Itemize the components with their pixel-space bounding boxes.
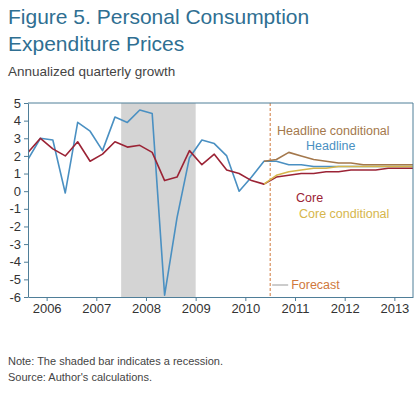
x-tick-label: 2013 — [380, 301, 409, 316]
y-tick-mark — [24, 297, 28, 298]
y-axis: -6 -5 -4 -3 -2 -1 0 1 2 3 4 5 — [9, 96, 28, 305]
y-tick: -2 — [9, 219, 28, 234]
y-tick-label: 5 — [14, 96, 21, 111]
y-tick-mark — [24, 156, 28, 157]
x-tick-label: 2010 — [231, 301, 260, 316]
y-tick: -1 — [9, 201, 28, 216]
x-tick: 2012 — [331, 297, 360, 316]
y-axis-line — [28, 104, 29, 298]
x-axis: 2006 2007 2008 2009 2010 2011 2012 2013 — [29, 297, 414, 316]
y-tick: -6 — [9, 290, 28, 305]
frame — [413, 103, 414, 297]
y-tick-label: 3 — [14, 131, 21, 146]
y-tick-mark — [24, 244, 28, 245]
y-tick: 3 — [14, 131, 28, 146]
y-tick: -4 — [9, 254, 28, 269]
series-label: Headline — [306, 139, 355, 153]
x-tick: 2010 — [231, 297, 260, 316]
y-tick-mark — [24, 191, 28, 192]
x-tick-label: 2006 — [33, 301, 62, 316]
series-line — [28, 138, 413, 184]
y-tick-mark — [24, 209, 28, 210]
annotation-leader — [272, 285, 288, 286]
y-tick-label: -3 — [9, 237, 21, 252]
forecast-label: Forecast — [291, 278, 340, 292]
y-tick: 0 — [14, 184, 28, 199]
x-tick: 2007 — [82, 297, 111, 316]
y-tick-label: -4 — [9, 254, 21, 269]
y-tick: 5 — [14, 96, 28, 111]
y-tick: 2 — [14, 149, 28, 164]
title: Figure 5. Personal Consumption Expenditu… — [8, 3, 348, 57]
y-tick-label: -2 — [9, 219, 21, 234]
x-tick: 2013 — [380, 297, 409, 316]
frame — [28, 103, 413, 104]
y-tick-mark — [24, 226, 28, 227]
y-tick-label: 0 — [14, 184, 21, 199]
y-tick-mark — [24, 121, 28, 122]
series-line — [264, 166, 413, 184]
x-axis-line — [29, 297, 414, 298]
y-tick-mark — [24, 174, 28, 175]
y-tick-label: 2 — [14, 149, 21, 164]
series-label: Core — [296, 191, 323, 205]
series-line — [28, 110, 413, 295]
subtitle: Annualized quarterly growth — [8, 64, 175, 79]
y-tick-mark — [24, 103, 28, 104]
y-tick-mark — [24, 279, 28, 280]
y-tick-mark — [24, 138, 28, 139]
series-label: Core conditional — [299, 207, 389, 221]
y-tick: 4 — [14, 113, 28, 128]
x-tick-label: 2009 — [182, 301, 211, 316]
forecast-line — [270, 103, 271, 297]
y-tick: 1 — [14, 166, 28, 181]
x-tick-label: 2012 — [331, 301, 360, 316]
chart: -6-5-4-3-2-10123452006200720082009201020… — [0, 0, 420, 395]
y-tick: -5 — [9, 272, 28, 287]
y-tick: -3 — [9, 237, 28, 252]
x-tick: 2011 — [282, 297, 310, 316]
y-tick-label: -5 — [9, 272, 21, 287]
x-tick: 2009 — [182, 297, 211, 316]
y-tick-label: 1 — [14, 166, 21, 181]
note: Note: The shaded bar indicates a recessi… — [8, 355, 223, 367]
x-tick-label: 2008 — [132, 301, 161, 316]
y-tick-label: -6 — [9, 290, 21, 305]
y-tick-label: -1 — [9, 201, 21, 216]
y-tick-mark — [24, 262, 28, 263]
x-tick-label: 2011 — [282, 301, 310, 316]
x-tick: 2006 — [33, 297, 62, 316]
y-tick-label: 4 — [14, 113, 21, 128]
plot-area — [28, 103, 413, 297]
series-label: Headline conditional — [277, 124, 390, 138]
source: Source: Author's calculations. — [8, 371, 152, 383]
x-tick-label: 2007 — [82, 301, 111, 316]
x-tick: 2008 — [132, 297, 161, 316]
series-line — [264, 152, 413, 164]
